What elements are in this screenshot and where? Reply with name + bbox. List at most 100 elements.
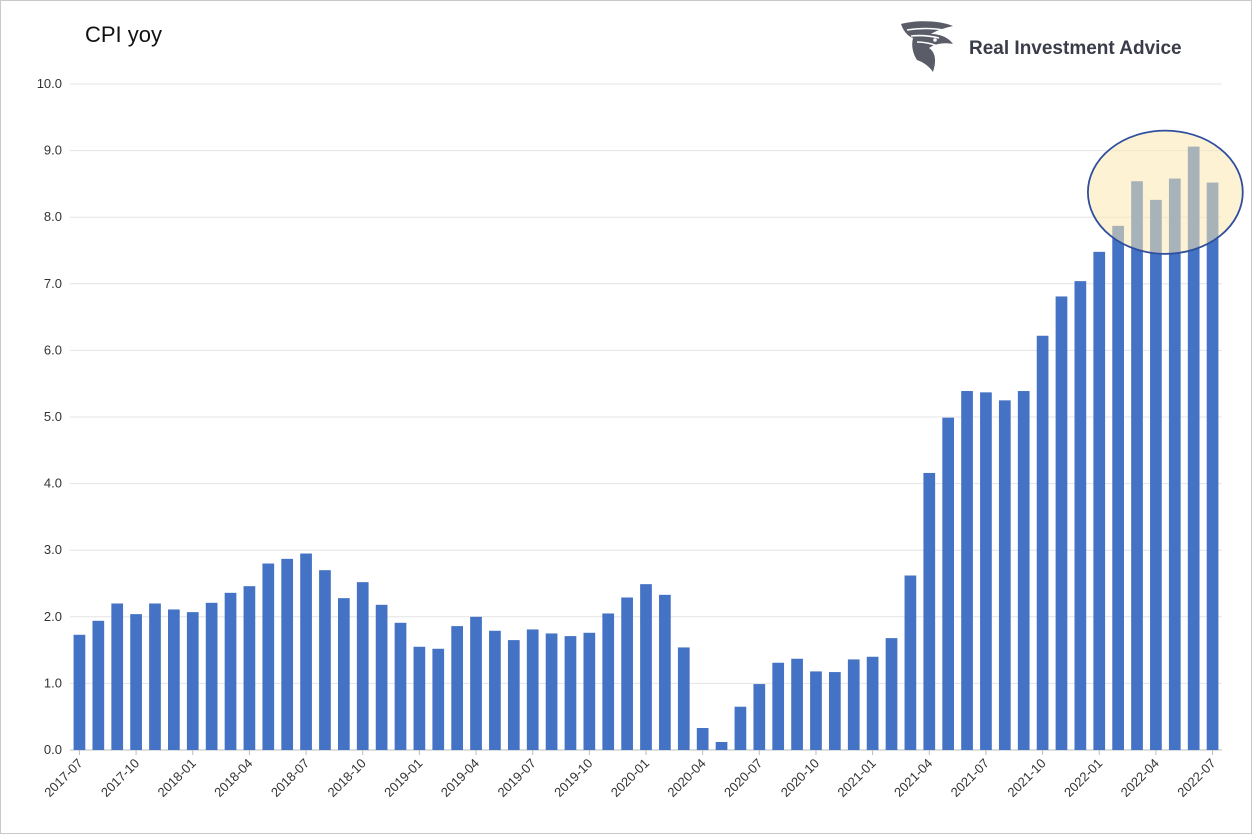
x-tick-label: 2017-10: [98, 756, 142, 800]
bar: [1075, 281, 1087, 750]
bar: [1056, 296, 1068, 750]
bar: [602, 613, 614, 750]
x-axis: 2017-07 2017-10 2018-01 2018-04 2018-07 2018-…: [41, 750, 1218, 800]
bar: [867, 657, 879, 750]
x-tick-label: 2022-01: [1061, 756, 1105, 800]
bar: [791, 659, 803, 750]
y-tick-label: 7.0: [44, 276, 62, 291]
y-tick-label: 9.0: [44, 143, 62, 158]
x-tick-label: 2018-04: [211, 756, 255, 800]
bar: [565, 636, 577, 750]
bar: [527, 629, 539, 750]
bar: [376, 605, 388, 750]
bar: [74, 635, 86, 750]
bar: [414, 647, 426, 750]
y-tick-label: 10.0: [37, 76, 62, 91]
x-tick-label: 2022-07: [1174, 756, 1218, 800]
bar: [753, 684, 765, 750]
bar: [1093, 252, 1105, 750]
bar: [262, 564, 274, 750]
bar: [1037, 336, 1049, 750]
y-tick-label: 4.0: [44, 476, 62, 491]
x-tick-label: 2018-07: [268, 756, 312, 800]
y-axis: 0.0 1.0 2.0 3.0 4.0 5.0 6.0 7.0 8.0 9.0 10.0: [37, 76, 62, 757]
bar: [395, 623, 407, 750]
bar: [1112, 226, 1124, 750]
highlight-ellipse: [1088, 131, 1243, 254]
bar: [942, 418, 954, 750]
bar: [621, 597, 633, 750]
x-tick-label: 2018-01: [155, 756, 199, 800]
bar: [886, 638, 898, 750]
x-tick-label: 2020-04: [664, 756, 708, 800]
bar: [206, 603, 218, 750]
x-tick-label: 2017-07: [41, 756, 85, 800]
bar-series: [74, 147, 1219, 750]
bar: [1207, 183, 1219, 750]
bar: [961, 391, 973, 750]
x-tick-label: 2019-07: [494, 756, 538, 800]
bar: [1131, 181, 1143, 750]
bar: [1150, 200, 1162, 750]
y-tick-label: 6.0: [44, 342, 62, 357]
x-tick-label: 2021-07: [948, 756, 992, 800]
x-tick-label: 2018-10: [324, 756, 368, 800]
bar: [451, 626, 463, 750]
bar: [697, 728, 709, 750]
x-tick-label: 2019-01: [381, 756, 425, 800]
brand-name: Real Investment Advice: [969, 38, 1182, 60]
bar: [508, 640, 520, 750]
bar: [470, 617, 482, 750]
bar: [92, 621, 104, 750]
x-tick-label: 2019-04: [438, 756, 482, 800]
bar: [659, 595, 671, 750]
bar: [640, 584, 652, 750]
bar: [319, 570, 331, 750]
bar: [810, 671, 822, 750]
bar: [583, 633, 595, 750]
bar: [225, 593, 237, 750]
bar: [1169, 179, 1181, 750]
bar: [111, 603, 123, 750]
y-tick-label: 0.0: [44, 742, 62, 757]
bar: [130, 614, 142, 750]
bar: [244, 586, 256, 750]
bar: [735, 707, 747, 750]
highlight-layer: [1088, 131, 1243, 254]
bar: [357, 582, 369, 750]
bar: [678, 647, 690, 750]
bar: [187, 612, 199, 750]
y-tick-label: 2.0: [44, 609, 62, 624]
bar: [716, 742, 728, 750]
bar: [168, 609, 180, 750]
bar: [281, 559, 293, 750]
chart-title: CPI yoy: [85, 22, 162, 48]
bar: [489, 631, 501, 750]
bar: [905, 576, 917, 750]
x-tick-label: 2020-10: [778, 756, 822, 800]
x-tick-label: 2021-10: [1004, 756, 1048, 800]
bar: [300, 554, 312, 750]
bar: [829, 672, 841, 750]
bar: [338, 598, 350, 750]
bar: [432, 649, 444, 750]
eagle-head-icon: [895, 18, 959, 80]
y-tick-label: 8.0: [44, 209, 62, 224]
bar: [546, 633, 558, 750]
bar: [848, 659, 860, 750]
x-tick-label: 2021-01: [834, 756, 878, 800]
x-tick-label: 2019-10: [551, 756, 595, 800]
x-tick-label: 2020-01: [608, 756, 652, 800]
bar: [149, 603, 161, 750]
x-tick-label: 2022-04: [1118, 756, 1162, 800]
x-tick-label: 2020-07: [721, 756, 765, 800]
bar: [923, 473, 935, 750]
bar: [980, 392, 992, 750]
y-tick-label: 1.0: [44, 675, 62, 690]
bar: [1018, 391, 1030, 750]
x-tick-label: 2021-04: [891, 756, 935, 800]
y-tick-label: 5.0: [44, 409, 62, 424]
bar: [999, 400, 1011, 750]
brand-logo: Real Investment Advice: [895, 18, 1225, 80]
